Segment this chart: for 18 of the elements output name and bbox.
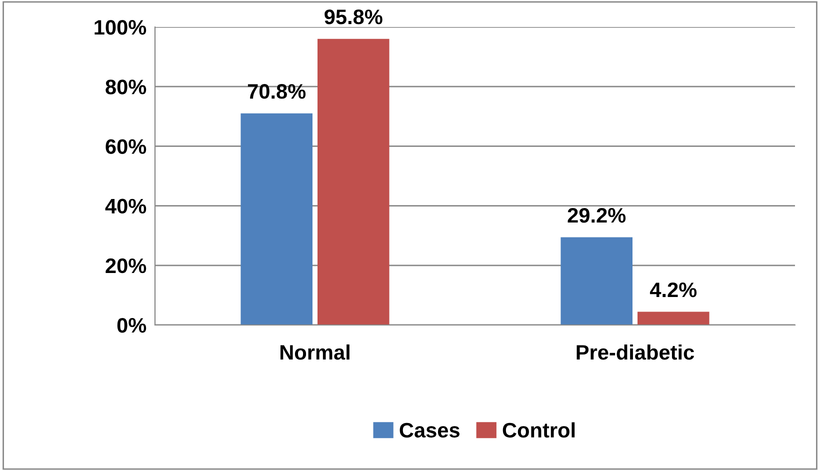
data-label: 29.2% bbox=[568, 208, 626, 223]
legend-label: Cases bbox=[400, 422, 460, 438]
bar bbox=[318, 38, 390, 325]
bar bbox=[560, 237, 632, 325]
y-tick-label: 80% bbox=[106, 80, 146, 94]
y-tick-label: 100% bbox=[94, 20, 146, 35]
y-tick-label: 20% bbox=[106, 258, 146, 274]
x-tick-label: Pre-diabetic bbox=[576, 344, 694, 360]
y-tick-label: 40% bbox=[105, 198, 146, 214]
x-tick-label: Normal bbox=[280, 344, 350, 360]
data-label: 95.8% bbox=[324, 10, 382, 24]
bar bbox=[240, 113, 312, 325]
y-tick-label: 60% bbox=[106, 139, 146, 154]
data-label: 4.2% bbox=[650, 282, 697, 298]
legend-label: Control bbox=[502, 422, 575, 438]
data-label: 70.8% bbox=[248, 84, 306, 99]
y-tick-label: 0% bbox=[117, 318, 146, 333]
bar bbox=[638, 312, 710, 325]
